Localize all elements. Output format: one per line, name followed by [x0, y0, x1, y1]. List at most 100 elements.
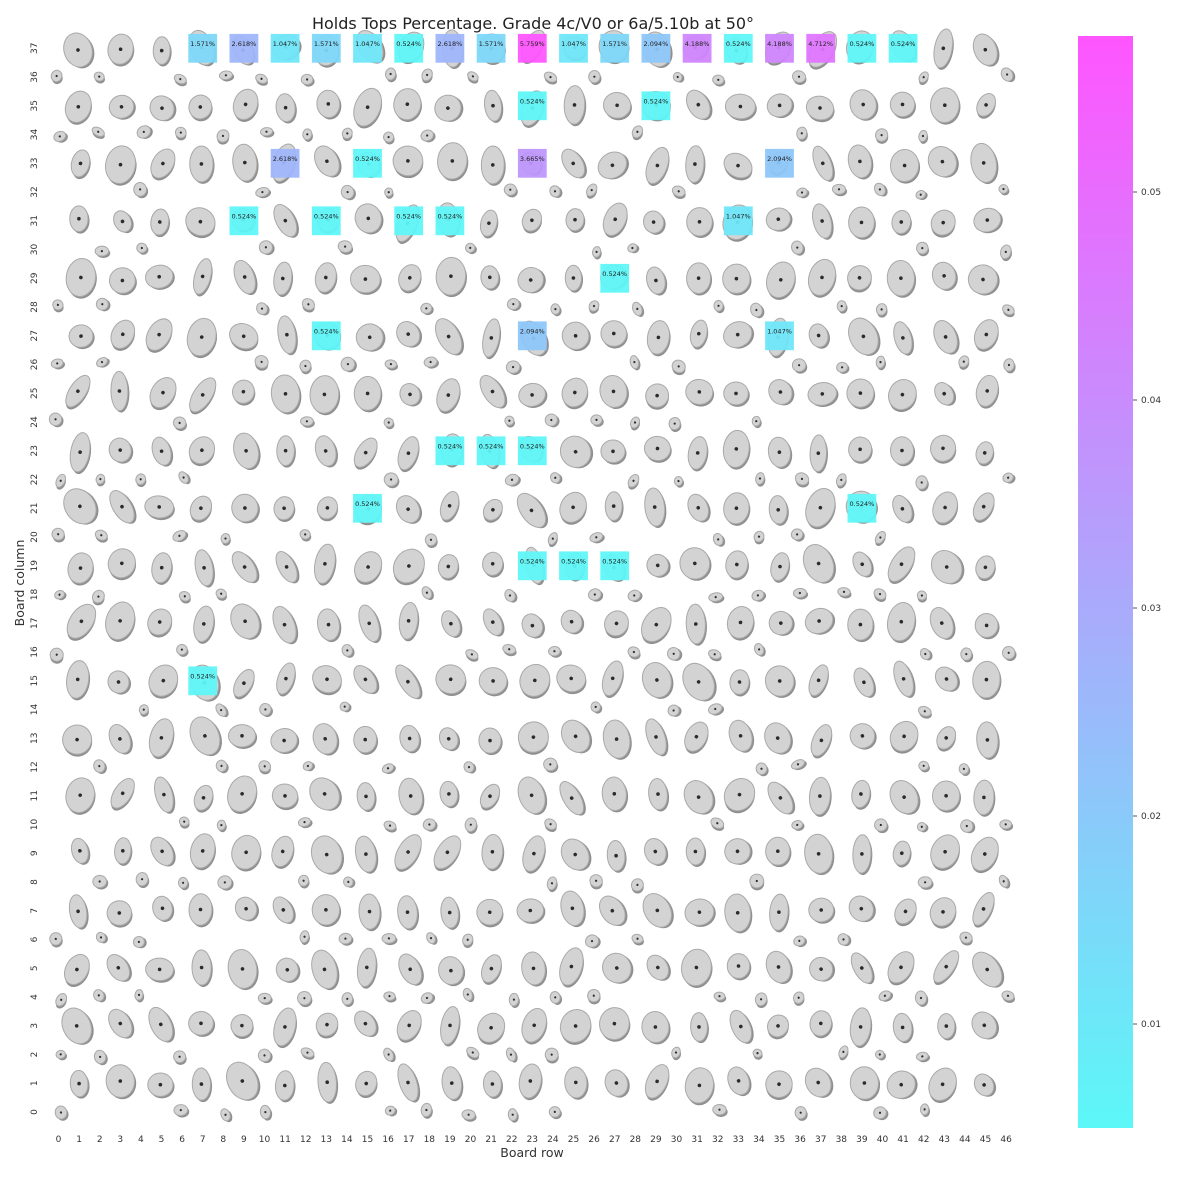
- board-hold: [767, 781, 796, 815]
- board-hold: [299, 930, 310, 945]
- x-tick-label: 16: [382, 1135, 394, 1145]
- board-hold: [55, 1049, 68, 1061]
- board-hold: [398, 777, 425, 816]
- board-hold: [109, 267, 137, 296]
- board-hold: [560, 838, 592, 871]
- board-hold: [105, 601, 136, 642]
- x-tick-label: 13: [321, 1135, 332, 1145]
- board-hold: [66, 603, 97, 641]
- heatmap-cell-label: 1.571%: [190, 40, 215, 48]
- board-hold: [808, 323, 830, 349]
- board-hold: [873, 182, 888, 197]
- x-tick-label: 45: [980, 1135, 991, 1145]
- board-hold: [929, 897, 957, 929]
- board-hold: [646, 320, 671, 357]
- y-tick-label: 31: [30, 215, 40, 226]
- board-hold: [933, 320, 960, 355]
- y-tick-label: 26: [30, 359, 40, 371]
- board-hold: [466, 1046, 480, 1061]
- board-hold: [729, 1009, 754, 1044]
- board-hold: [189, 495, 213, 523]
- board-hold: [725, 550, 749, 581]
- board-hold: [482, 551, 505, 578]
- board-hold: [145, 957, 175, 983]
- heatmap-cell-rect: [641, 33, 671, 63]
- board-hold: [973, 319, 999, 352]
- board-hold: [48, 412, 64, 428]
- board-hold: [564, 264, 584, 293]
- heatmap-cell: 2.618%: [229, 33, 259, 63]
- board-hold: [339, 701, 352, 713]
- y-tick-label: 13: [30, 733, 40, 744]
- board-hold: [646, 266, 668, 296]
- board-hold: [808, 776, 832, 817]
- board-hold: [549, 185, 563, 199]
- board-hold: [147, 608, 173, 638]
- colorbar-tick-label: 0.04: [1141, 396, 1161, 406]
- board-hold: [398, 953, 424, 986]
- board-hold: [135, 872, 150, 889]
- board-hold: [564, 1066, 589, 1100]
- x-tick-label: 38: [836, 1135, 848, 1145]
- board-hold: [668, 417, 682, 432]
- board-hold: [602, 952, 634, 984]
- board-hold: [310, 835, 345, 875]
- board-hold: [508, 992, 520, 1009]
- heatmap-cell-rect: [435, 436, 465, 466]
- colorbar: [1078, 36, 1133, 1128]
- heatmap-cell: 0.524%: [394, 206, 424, 236]
- board-hold: [148, 1006, 175, 1043]
- board-hold: [54, 1105, 69, 1121]
- board-hold: [423, 356, 439, 369]
- y-tick-label: 24: [30, 416, 40, 428]
- board-hold: [150, 836, 176, 867]
- board-hold: [255, 187, 272, 199]
- board-hold: [929, 607, 956, 640]
- board-hold: [916, 241, 930, 257]
- board-hold: [64, 90, 92, 125]
- board-hold: [394, 834, 422, 872]
- board-hold: [958, 763, 971, 777]
- board-hold: [875, 355, 887, 371]
- board-hold: [606, 840, 627, 873]
- board-hold: [933, 950, 960, 985]
- x-tick-label: 15: [362, 1135, 373, 1145]
- heatmap-cell-label: 1.571%: [314, 40, 339, 48]
- board-hold: [108, 94, 136, 120]
- board-hold: [358, 893, 382, 932]
- board-hold: [723, 381, 750, 407]
- heatmap-cell-label: 3.665%: [520, 155, 545, 163]
- board-hold: [919, 1103, 931, 1118]
- board-hold: [998, 874, 1011, 889]
- board-hold: [354, 551, 383, 585]
- board-hold: [768, 379, 795, 406]
- board-hold: [889, 720, 919, 754]
- board-hold: [632, 301, 645, 317]
- x-tick-label: 18: [424, 1135, 436, 1145]
- board-hold: [712, 532, 726, 547]
- board-hold: [769, 893, 790, 933]
- board-hold: [808, 664, 829, 699]
- board-hold: [804, 607, 836, 635]
- x-axis-label: Board row: [500, 1145, 563, 1160]
- board-hold: [929, 434, 957, 464]
- board-hold: [601, 776, 629, 813]
- heatmap-cell-label: 0.524%: [232, 212, 257, 220]
- board-hold: [975, 555, 996, 582]
- board-hold: [384, 359, 398, 371]
- board-hold: [434, 94, 464, 122]
- board-hold: [598, 895, 628, 927]
- board-hold: [300, 416, 315, 428]
- board-hold: [561, 321, 591, 352]
- x-tick-label: 3: [117, 1135, 123, 1145]
- board-hold: [543, 71, 558, 85]
- board-hold: [218, 70, 235, 82]
- board-hold: [641, 662, 674, 699]
- board-hold: [878, 990, 894, 1002]
- x-tick-label: 32: [712, 1135, 723, 1145]
- board-hold: [151, 436, 174, 467]
- board-hold: [723, 492, 751, 526]
- board-hold: [792, 587, 809, 600]
- board-hold: [438, 727, 461, 752]
- board-hold: [93, 989, 107, 1003]
